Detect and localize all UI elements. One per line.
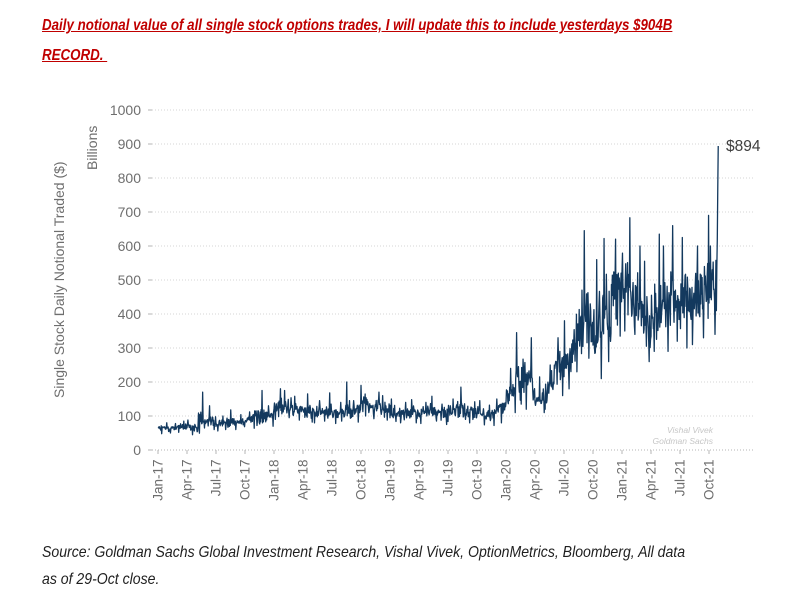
y-tick-label: 100 <box>117 408 141 424</box>
series-line <box>157 146 719 436</box>
y-tick-label: 400 <box>117 306 141 322</box>
watermark-line1: Vishal Vivek <box>667 425 714 435</box>
watermark-line2: Goldman Sachs <box>653 436 714 446</box>
y-tick-label: 600 <box>117 238 141 254</box>
headline-line2: RECORD. <box>42 47 108 64</box>
y-tick-label: 500 <box>117 272 141 288</box>
y-tick-label: 1000 <box>109 102 141 118</box>
y-tick-label: 0 <box>133 442 141 458</box>
y-axis-units-label: Billions <box>84 125 100 171</box>
chart-headline: Daily notional value of all single stock… <box>42 11 782 71</box>
y-tick-label: 200 <box>117 374 141 390</box>
y-tick-label: 900 <box>117 136 141 152</box>
source-line2: as of 29-Oct close. <box>42 571 160 588</box>
y-tick-label: 300 <box>117 340 141 356</box>
y-tick-label: 800 <box>117 170 141 186</box>
y-axis-title: Single Stock Daily Notional Traded ($) <box>51 161 67 399</box>
y-tick-label: 700 <box>117 204 141 220</box>
headline-line1: Daily notional value of all single stock… <box>42 17 673 34</box>
peak-value-annotation: $894 <box>726 138 761 155</box>
source-note: Source: Goldman Sachs Global Investment … <box>42 539 799 593</box>
source-line1: Source: Goldman Sachs Global Investment … <box>42 544 686 561</box>
